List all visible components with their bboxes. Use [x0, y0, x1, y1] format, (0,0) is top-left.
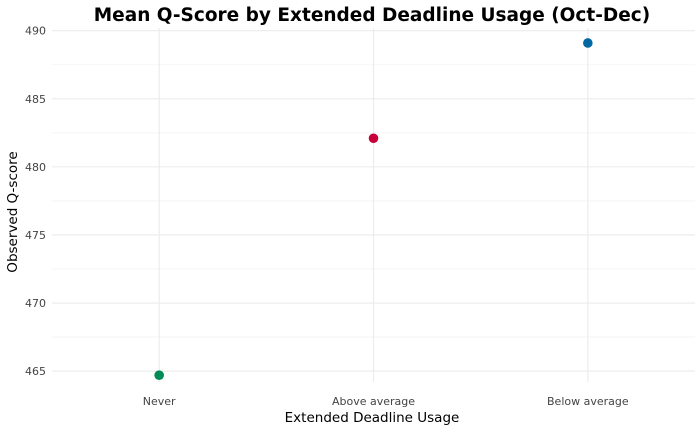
y-tick-label: 470 — [25, 297, 46, 310]
chart-title: Mean Q-Score by Extended Deadline Usage … — [94, 5, 650, 26]
grid-layer — [52, 28, 695, 382]
x-axis-label: Extended Deadline Usage — [285, 410, 460, 426]
y-tick-label: 465 — [25, 365, 46, 378]
y-tick-label: 490 — [25, 25, 46, 38]
x-tick-label: Below average — [547, 395, 629, 408]
x-tick-label: Above average — [332, 395, 415, 408]
data-point — [583, 38, 593, 48]
x-axis-ticks: Never Above average Below average — [143, 395, 629, 408]
x-tick-label: Never — [143, 395, 176, 408]
y-tick-label: 475 — [25, 229, 46, 242]
y-tick-label: 480 — [25, 161, 46, 174]
data-points — [154, 38, 593, 380]
y-axis-label: Observed Q-score — [5, 151, 21, 272]
y-axis-ticks: 465 470 475 480 485 490 — [25, 25, 46, 378]
data-point — [368, 133, 379, 144]
data-point — [154, 370, 164, 380]
y-tick-label: 485 — [25, 93, 46, 106]
